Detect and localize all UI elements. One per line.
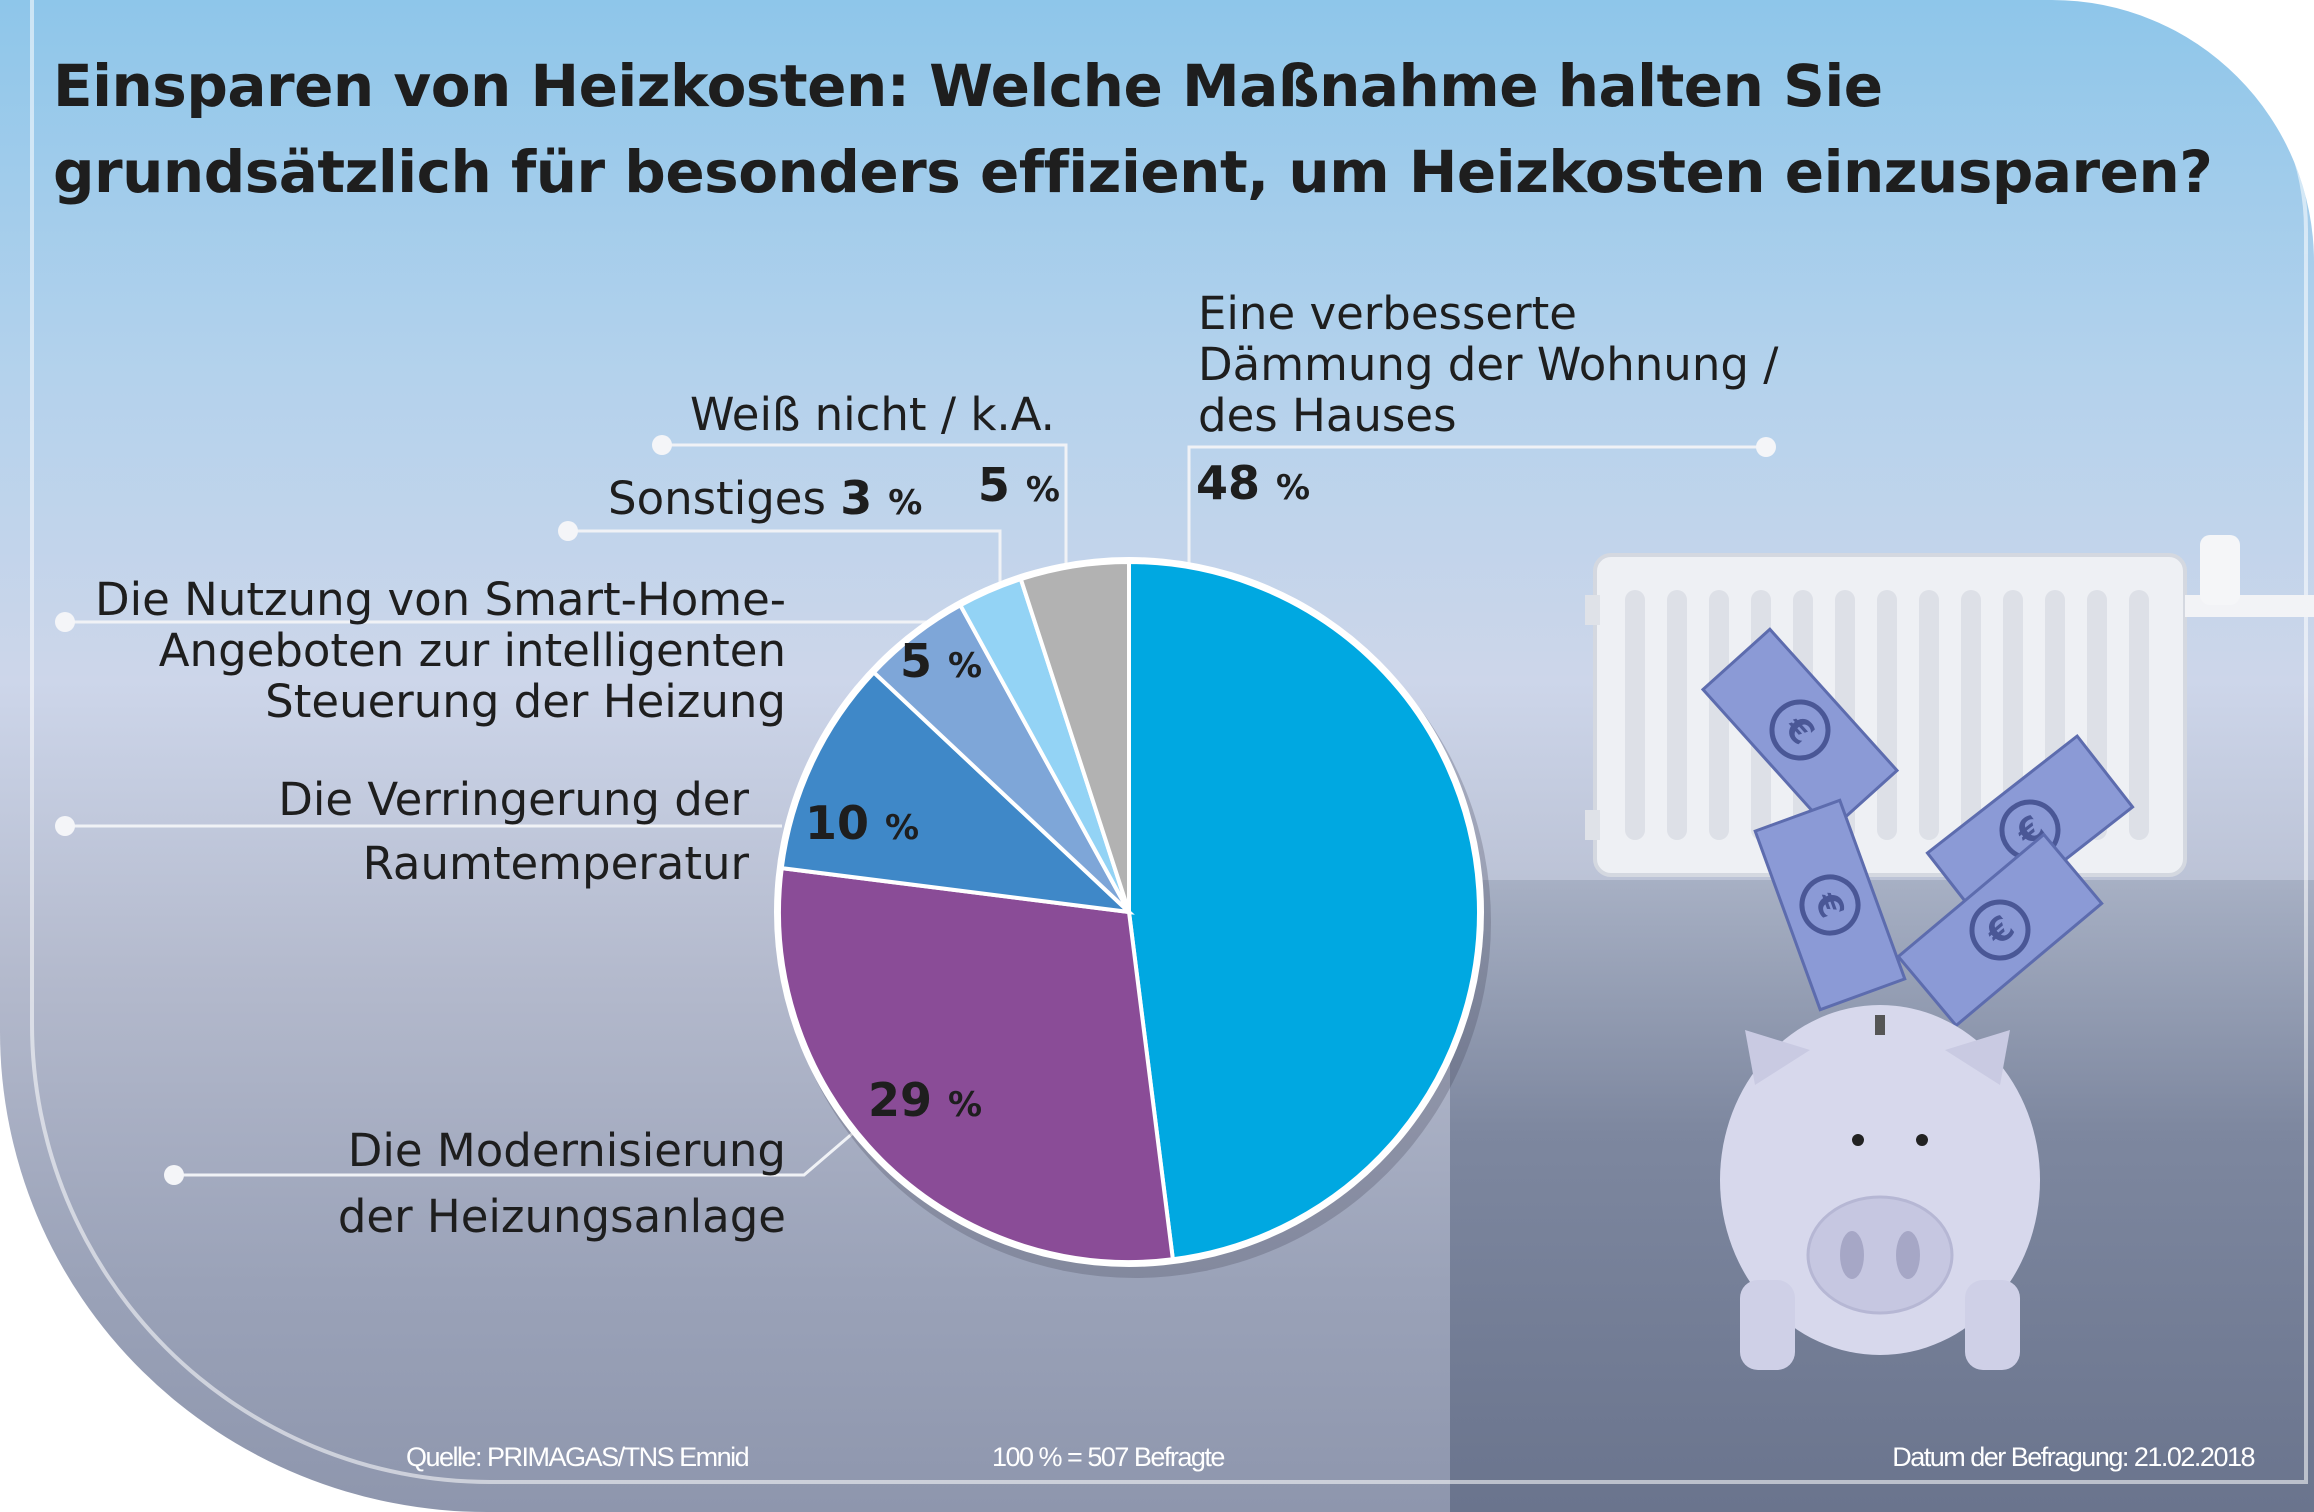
pie-slice xyxy=(777,865,1176,1264)
pie-slice xyxy=(779,669,1135,915)
euro-banknote: € xyxy=(1896,832,2104,1028)
label-modernisierung: Die Modernisierung der Heizungsanlage xyxy=(337,1124,786,1243)
value-smart-home: 5 % xyxy=(900,634,983,688)
euro-banknote: € xyxy=(1753,798,1907,1012)
radiator-icon xyxy=(1585,535,2314,877)
piggy-bank-icon xyxy=(1720,1005,2040,1370)
panel-border xyxy=(30,0,2308,1484)
label-sonstiges: Sonstiges 3 % xyxy=(608,471,923,525)
title-line-1: Einsparen von Heizkosten: Welche Maßnahm… xyxy=(53,52,1883,120)
leader-dot xyxy=(652,435,672,455)
footer-source: Quelle: PRIMAGAS/TNS Emnid xyxy=(406,1442,750,1472)
leader-dot xyxy=(55,816,75,836)
leader-lines xyxy=(55,435,1776,1185)
value-weiss-nicht: 5 % xyxy=(977,458,1060,512)
leader-line xyxy=(662,443,1068,563)
label-smart-home: Die Nutzung von Smart-Home- Angeboten zur… xyxy=(95,573,786,728)
leader-dot xyxy=(1756,437,1776,457)
label-raumtemperatur: Die Verringerung der Raumtemperatur xyxy=(278,773,749,890)
footer-date: Datum der Befragung: 21.02.2018 xyxy=(1892,1442,2255,1472)
leader-line xyxy=(568,529,1002,583)
euro-banknote: € xyxy=(1700,627,1900,833)
pie-chart xyxy=(774,557,1491,1278)
euro-banknote-icon: €€€€ xyxy=(1700,627,2135,1028)
leader-dot xyxy=(558,521,578,541)
label-weiss-nicht: Weiß nicht / k.A. xyxy=(689,388,1055,441)
footer-base: 100 % = 507 Befragte xyxy=(992,1442,1225,1472)
leader-dot xyxy=(164,1165,184,1185)
leader-line xyxy=(174,1131,854,1177)
leader-line xyxy=(1187,445,1766,565)
label-daemmung: Eine verbesserte Dämmung der Wohnung / des… xyxy=(1198,287,1779,442)
value-daemmung: 48 % xyxy=(1196,456,1311,510)
value-modernisierung: 29 % xyxy=(868,1073,983,1127)
pie-slice xyxy=(1127,559,1481,1262)
pie-slice xyxy=(1018,559,1131,913)
leader-dot xyxy=(55,612,75,632)
title-line-2: grundsätzlich für besonders effizient, u… xyxy=(53,138,2213,206)
value-raumtemperatur: 10 % xyxy=(805,796,920,850)
